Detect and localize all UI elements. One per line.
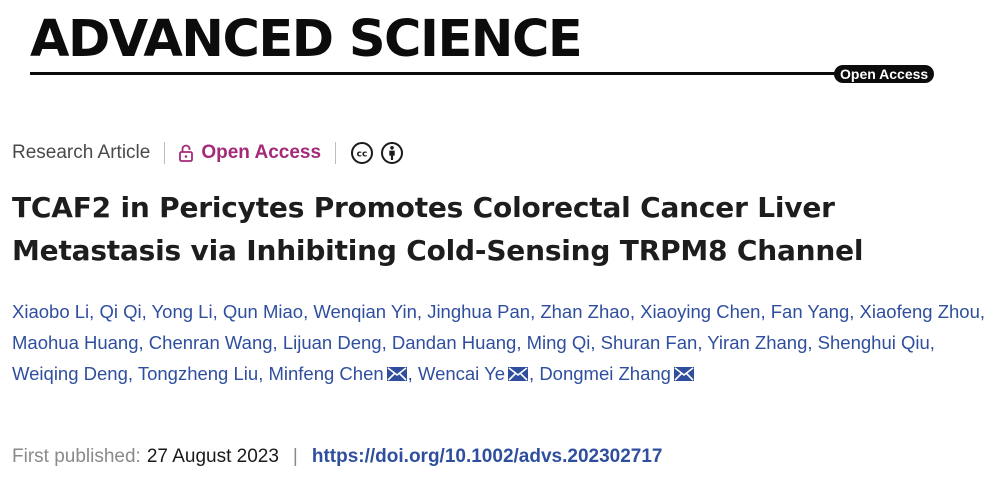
author-name: Minfeng Chen: [268, 363, 384, 384]
open-access-link[interactable]: Open Access: [179, 142, 321, 164]
svg-text:cc: cc: [357, 150, 368, 160]
author-name: Zhan Zhao: [540, 301, 630, 322]
author-name: Fan Yang: [770, 301, 850, 322]
author-link[interactable]: Ming Qi: [527, 332, 591, 353]
author-separator: ,: [303, 301, 314, 322]
creative-commons-icon: cc: [351, 142, 374, 164]
article-title: TCAF2 in Pericytes Promotes Colorectal C…: [12, 191, 864, 267]
envelope-icon[interactable]: [386, 366, 408, 382]
masthead-rule: [30, 72, 842, 75]
author-separator: ,: [89, 301, 100, 322]
open-access-badge: Open Access: [834, 65, 935, 83]
author-separator: ,: [697, 332, 708, 353]
author-name: Ming Qi: [526, 332, 591, 353]
author-link[interactable]: Fan Yang: [771, 301, 850, 322]
envelope-icon[interactable]: [507, 366, 529, 382]
author-link[interactable]: Xiaobo Li: [12, 301, 89, 322]
author-link[interactable]: Yong Li: [152, 301, 213, 322]
author-link[interactable]: Tongzheng Liu: [138, 363, 258, 384]
author-link[interactable]: Maohua Huang: [12, 332, 139, 353]
author-name: Shuran Fan: [600, 332, 698, 353]
author-link[interactable]: Shuran Fan: [601, 332, 698, 353]
author-link[interactable]: Weiqing Deng: [12, 363, 128, 384]
author-link[interactable]: Dongmei Zhang: [539, 363, 695, 384]
first-published-date: 27 August 2023: [146, 446, 279, 467]
author-name: Shenghui Qiu: [817, 332, 930, 353]
author-name: Dongmei Zhang: [539, 363, 671, 384]
publication-info: First published: 27 August 2023 | https:…: [12, 446, 662, 468]
author-list: Xiaobo Li, Qi Qi, Yong Li, Qun Miao, Wen…: [12, 296, 997, 389]
author-link[interactable]: Qun Miao: [223, 301, 303, 322]
author-link[interactable]: Wencai Ye: [418, 363, 529, 384]
divider: [164, 142, 166, 164]
author-link[interactable]: Dandan Huang: [392, 332, 516, 353]
open-access-label: Open Access: [201, 142, 322, 163]
author-link[interactable]: Xiaofeng Zhou: [860, 301, 980, 322]
license-icons[interactable]: cc: [350, 141, 404, 165]
article-meta-row: Research Article Open Access cc: [12, 140, 404, 166]
journal-name: ADVANCED SCIENCE: [30, 10, 583, 69]
divider: [335, 142, 337, 164]
author-name: Tongzheng Liu: [137, 363, 259, 384]
author-separator: ,: [407, 363, 418, 384]
author-separator: ,: [849, 301, 860, 322]
first-published-label: First published:: [12, 446, 141, 467]
author-link[interactable]: Wenqian Yin: [313, 301, 417, 322]
author-link[interactable]: Shenghui Qiu: [818, 332, 930, 353]
author-link[interactable]: Qi Qi: [99, 301, 141, 322]
author-name: Maohua Huang: [12, 332, 139, 353]
author-separator: ,: [212, 301, 223, 322]
author-name: Qi Qi: [99, 301, 142, 322]
author-name: Dandan Huang: [391, 332, 517, 353]
author-name: Lijuan Deng: [282, 332, 382, 353]
author-link[interactable]: Lijuan Deng: [283, 332, 382, 353]
author-separator: ,: [272, 332, 283, 353]
author-separator: ,: [807, 332, 818, 353]
envelope-icon[interactable]: [673, 366, 695, 382]
author-name: Wenqian Yin: [313, 301, 417, 322]
author-link[interactable]: Minfeng Chen: [268, 363, 407, 384]
doi-link[interactable]: https://doi.org/10.1002/advs.202302717: [311, 446, 663, 467]
author-link[interactable]: Yiran Zhang: [707, 332, 807, 353]
author-link[interactable]: Xiaoying Chen: [640, 301, 760, 322]
author-separator: ,: [530, 301, 541, 322]
separator: |: [292, 446, 298, 467]
author-link[interactable]: Chenran Wang: [149, 332, 273, 353]
author-separator: ,: [529, 363, 540, 384]
author-link[interactable]: Zhan Zhao: [540, 301, 629, 322]
author-separator: ,: [629, 301, 641, 322]
author-name: Weiqing Deng: [12, 363, 128, 384]
author-separator: ,: [416, 301, 428, 322]
author-name: Xiaobo Li: [12, 301, 90, 322]
author-name: Xiaofeng Zhou: [859, 301, 980, 322]
author-separator: ,: [138, 332, 149, 353]
author-name: Yong Li: [151, 301, 213, 322]
author-separator: ,: [127, 363, 138, 384]
author-separator: ,: [258, 363, 269, 384]
author-name: Chenran Wang: [148, 332, 273, 353]
article-type: Research Article: [12, 142, 151, 163]
author-separator: ,: [141, 301, 152, 322]
author-separator: ,: [979, 301, 986, 322]
lock-open-icon: [179, 144, 194, 162]
author-name: Wencai Ye: [417, 363, 506, 384]
author-name: Jinghua Pan: [427, 301, 531, 322]
author-name: Qun Miao: [222, 301, 304, 322]
attribution-icon: [381, 142, 404, 164]
author-separator: ,: [760, 301, 771, 322]
author-separator: ,: [590, 332, 601, 353]
author-name: Xiaoying Chen: [640, 301, 761, 322]
author-separator: ,: [381, 332, 392, 353]
author-link[interactable]: Jinghua Pan: [427, 301, 530, 322]
author-name: Yiran Zhang: [707, 332, 808, 353]
author-separator: ,: [929, 332, 935, 353]
author-separator: ,: [516, 332, 527, 353]
